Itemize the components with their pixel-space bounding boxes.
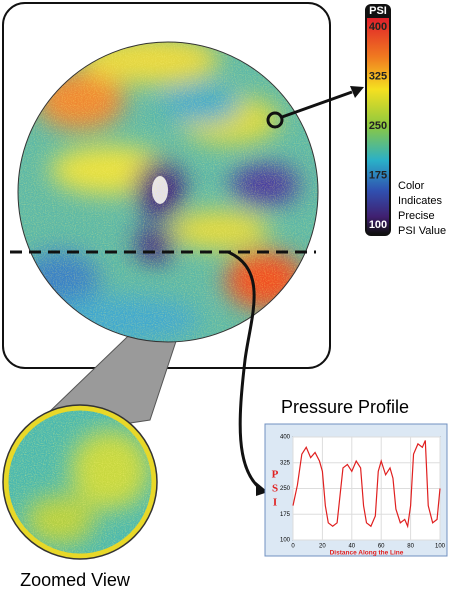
y-tick-label: 100 xyxy=(280,538,291,544)
arrow-head xyxy=(350,86,364,98)
x-tick-label: 0 xyxy=(291,544,295,550)
colorbar-title: PSI xyxy=(369,5,387,17)
colorbar-ticks: 400 325 250 175 100 xyxy=(369,21,387,231)
y-tick-label: 325 xyxy=(280,460,291,466)
colorbar-tick-label: 400 xyxy=(369,21,387,33)
profile-title: Pressure Profile xyxy=(281,397,409,417)
zoom-image xyxy=(8,410,152,554)
x-tick-label: 40 xyxy=(348,544,355,550)
x-tick-label: 100 xyxy=(435,544,446,550)
colorbar-caption: Color Indicates Precise PSI Value xyxy=(398,180,446,237)
zoom-outline xyxy=(2,404,158,560)
pressure-map xyxy=(18,42,318,342)
y-axis-label: S xyxy=(272,483,278,495)
connector xyxy=(227,250,263,492)
profile-chart: 100 175 250 325 400 0 20 40 60 80 100 Distance Alon… xyxy=(272,435,446,557)
y-tick-label: 250 xyxy=(280,486,291,492)
colorbar-tick-label: 175 xyxy=(369,169,387,181)
y-tick-label: 175 xyxy=(280,512,291,518)
caption-line: Indicates xyxy=(398,195,443,207)
colorbar-tick-label: 250 xyxy=(369,120,387,132)
caption-line: Color xyxy=(398,180,425,192)
caption-line: PSI Value xyxy=(398,225,446,237)
pointer-arrow xyxy=(281,90,353,119)
x-tick-label: 20 xyxy=(319,544,326,550)
x-tick-label: 80 xyxy=(407,544,414,550)
colorbar-tick-label: 325 xyxy=(369,70,387,82)
y-axis-label: I xyxy=(273,497,277,509)
y-axis-label: P xyxy=(272,469,279,481)
colorbar xyxy=(367,18,389,234)
x-tick-label: 60 xyxy=(378,544,385,550)
disc-outline xyxy=(17,41,319,343)
pressure-line xyxy=(292,440,441,529)
y-tick-label: 400 xyxy=(280,435,291,441)
x-axis-label: Distance Along the Line xyxy=(330,550,404,557)
zoom-label: Zoomed View xyxy=(20,570,131,590)
caption-line: Precise xyxy=(398,210,435,222)
pointer-ring xyxy=(266,111,284,129)
zoom-rim xyxy=(3,405,157,559)
colorbar-tick-label: 100 xyxy=(369,219,387,231)
